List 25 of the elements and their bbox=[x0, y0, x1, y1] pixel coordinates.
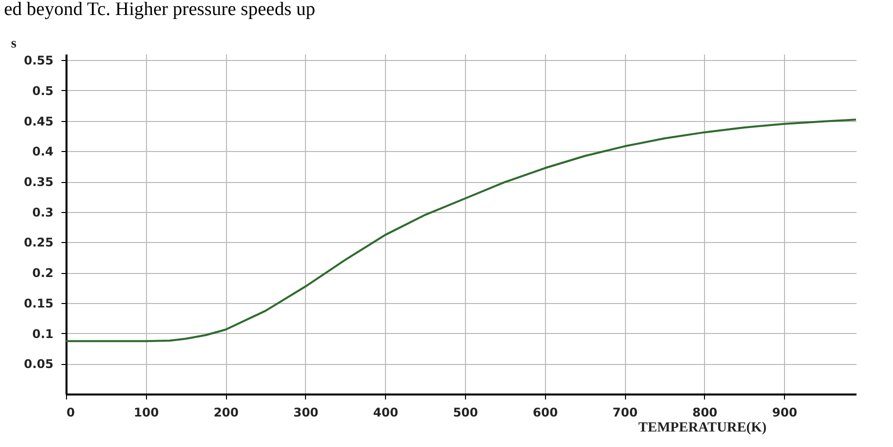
y-tick-label: 0.2 bbox=[32, 266, 54, 280]
y-tick-label: 0.05 bbox=[24, 357, 54, 372]
y-tick-label: 0.35 bbox=[24, 175, 54, 189]
y-tick-label: 0.3 bbox=[32, 205, 54, 220]
line-series bbox=[66, 118, 856, 342]
y-tick-label: 0.5 bbox=[32, 84, 54, 98]
y-tick-label: 0.1 bbox=[32, 326, 54, 341]
x-tick-label: 200 bbox=[214, 406, 239, 420]
x-tick-label: 600 bbox=[532, 406, 558, 420]
x-tick-label: 100 bbox=[134, 406, 159, 420]
y-tick-label: 0.15 bbox=[24, 296, 54, 310]
text: ed beyond Tc. Higher pressure speeds up bbox=[3, 0, 316, 20]
y-tick-label: 0.25 bbox=[24, 236, 54, 250]
x-axis-title: TEMPERATURE(K) bbox=[638, 420, 767, 436]
x-tick-label: 800 bbox=[692, 406, 718, 420]
x-tick-label: 700 bbox=[612, 406, 638, 420]
y-tick-label: 0.55 bbox=[24, 54, 54, 68]
x-tick-label: 900 bbox=[772, 406, 798, 420]
y-tick-label: 0.4 bbox=[32, 144, 54, 159]
x-tick-label: 400 bbox=[373, 406, 398, 420]
y-tick-label: 0.45 bbox=[24, 114, 54, 128]
x-tick-label: 500 bbox=[452, 406, 478, 420]
x-tick-label: 0 bbox=[66, 406, 75, 420]
x-tick-label: 300 bbox=[293, 406, 318, 420]
y-axis-title: s bbox=[11, 36, 18, 52]
